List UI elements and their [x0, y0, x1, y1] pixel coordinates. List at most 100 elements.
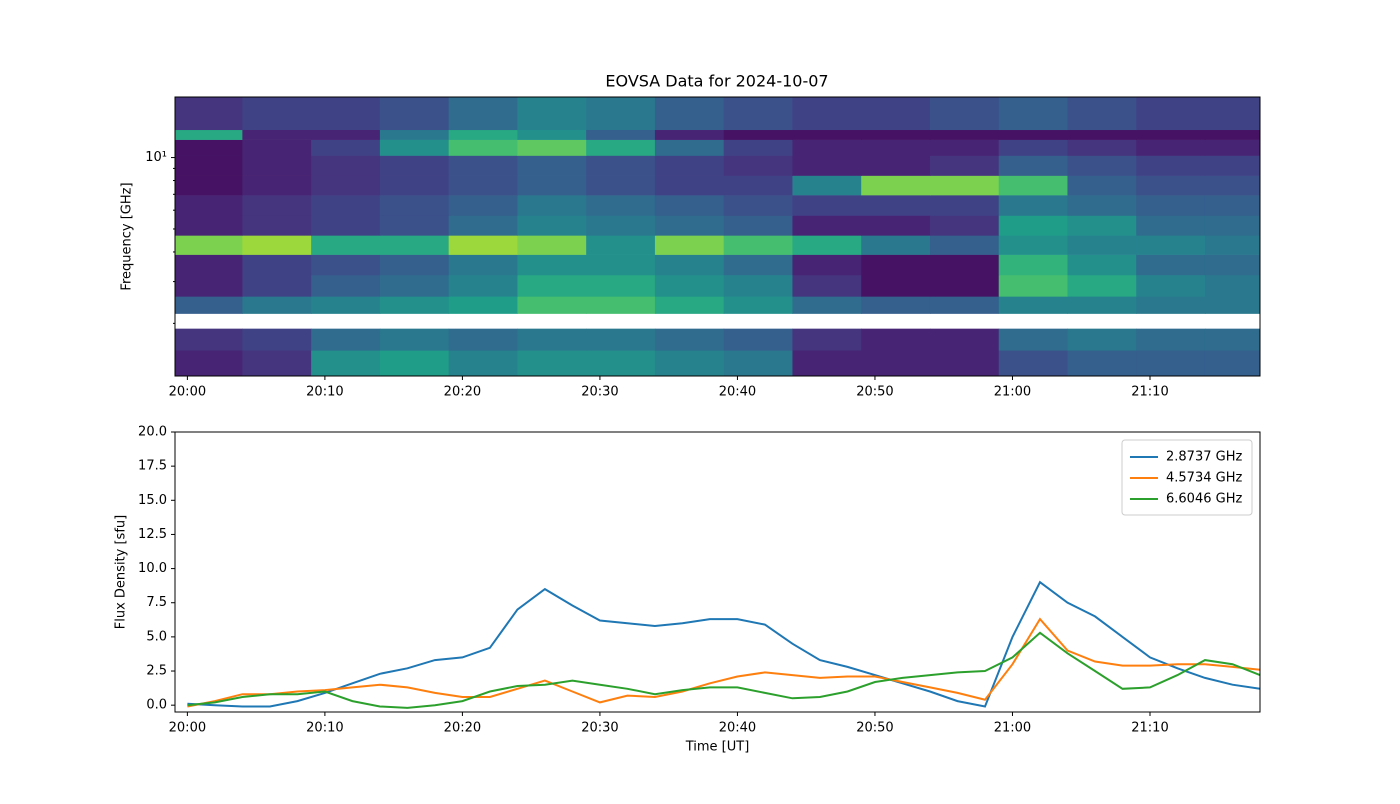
heatmap-cell — [792, 296, 862, 314]
heatmap-cell — [517, 97, 587, 131]
heatmap-cell — [311, 235, 381, 255]
heatmap-cell — [517, 235, 587, 255]
heatmap-cell — [448, 235, 518, 255]
heatmap-cell — [998, 235, 1068, 255]
heatmap-cell — [861, 274, 931, 297]
heatmap-cell — [723, 139, 793, 156]
heatmap-cell — [448, 129, 518, 140]
heatmap-cell — [998, 97, 1068, 131]
heatmap-cell — [586, 328, 656, 351]
heatmap-cell — [175, 195, 243, 216]
heatmap-cell — [861, 235, 931, 255]
heatmap-cell — [1136, 97, 1206, 131]
heatmap-cell — [448, 215, 518, 236]
heatmap-cell — [448, 97, 518, 131]
heatmap-cell — [379, 235, 450, 255]
heatmap-cell — [792, 195, 862, 216]
heatmap-cell — [723, 254, 793, 276]
heatmap-cell — [723, 97, 793, 131]
heatmap-cell — [1067, 175, 1137, 196]
heatmap-cell — [723, 296, 793, 314]
x-tick-label: 20:10 — [306, 721, 343, 736]
heatmap-cell — [998, 175, 1068, 196]
legend-label: 4.5734 GHz — [1166, 471, 1242, 486]
heatmap-cell — [448, 175, 518, 196]
heatmap-cell — [1204, 328, 1260, 351]
heatmap-cell — [792, 175, 862, 196]
heatmap-cell — [654, 296, 725, 314]
heatmap-cell — [586, 139, 656, 156]
heatmap-cell — [1204, 139, 1260, 156]
heatmap-cell — [175, 274, 243, 297]
heatmap-cell — [1136, 296, 1206, 314]
heatmap-cell — [792, 254, 862, 276]
heatmap-cell — [1204, 350, 1260, 376]
heatmap-cell — [517, 139, 587, 156]
x-tick-label: 20:10 — [306, 385, 343, 400]
heatmap-cell — [1067, 350, 1137, 376]
heatmap-cell — [998, 328, 1068, 351]
heatmap-cell — [861, 254, 931, 276]
heatmap-cell — [517, 215, 587, 236]
heatmap-cell — [1067, 328, 1137, 351]
heatmap-cell — [311, 274, 381, 297]
heatmap-cell — [1067, 129, 1137, 140]
heatmap-cell — [654, 155, 725, 176]
heatmap-cell — [1136, 350, 1206, 376]
y-tick-label: 20.0 — [138, 425, 167, 440]
legend-label: 2.8737 GHz — [1166, 450, 1242, 465]
heatmap-cell — [517, 274, 587, 297]
legend-label: 6.6046 GHz — [1166, 492, 1242, 507]
heatmap-cell — [1136, 328, 1206, 351]
heatmap-cell — [1067, 97, 1137, 131]
heatmap-cell — [242, 215, 312, 236]
heatmap-cell — [929, 97, 1000, 131]
heatmap-cell — [175, 139, 243, 156]
heatmap-cell — [311, 350, 381, 376]
heatmap-cell — [1067, 155, 1137, 176]
heatmap-cell — [654, 195, 725, 216]
heatmap-cell — [929, 195, 1000, 216]
heatmap-cell — [792, 215, 862, 236]
x-tick-label: 20:20 — [444, 721, 481, 736]
y-axis-label: Frequency [GHz] — [120, 182, 135, 290]
heatmap-cell — [586, 350, 656, 376]
y-tick-label: 5.0 — [146, 629, 167, 644]
heatmap-cell — [586, 97, 656, 131]
heatmap-cell — [242, 296, 312, 314]
heatmap-cell — [792, 350, 862, 376]
heatmap-cell — [586, 296, 656, 314]
heatmap-cell — [1067, 139, 1137, 156]
heatmap-cell — [311, 215, 381, 236]
series-line — [187, 580, 1260, 708]
heatmap-cell — [448, 328, 518, 351]
heatmap-cell — [723, 155, 793, 176]
heatmap-cell — [379, 155, 450, 176]
x-tick-label: 20:50 — [856, 385, 893, 400]
heatmap-cell — [861, 350, 931, 376]
heatmap-cell — [1136, 235, 1206, 255]
x-tick-label: 21:10 — [1131, 721, 1168, 736]
heatmap-cell — [175, 350, 243, 376]
heatmap-cell — [998, 139, 1068, 156]
heatmap-cell — [929, 328, 1000, 351]
heatmap-cell — [1067, 296, 1137, 314]
heatmap-cell — [723, 350, 793, 376]
heatmap-area — [175, 97, 1260, 376]
y-tick-label: 0.0 — [146, 698, 167, 713]
heatmap-cell — [792, 155, 862, 176]
heatmap-cell — [654, 175, 725, 196]
heatmap-cell — [1067, 274, 1137, 297]
heatmap-cell — [1067, 235, 1137, 255]
heatmap-cell — [242, 274, 312, 297]
heatmap-cell — [311, 328, 381, 351]
heatmap-cell — [175, 254, 243, 276]
heatmap-cell — [723, 328, 793, 351]
heatmap-cell — [175, 97, 243, 131]
heatmap-cell — [861, 155, 931, 176]
heatmap-cell — [1067, 254, 1137, 276]
heatmap-cell — [1204, 195, 1260, 216]
heatmap-cell — [861, 97, 931, 131]
heatmap-cell — [929, 129, 1000, 140]
heatmap-cell — [379, 195, 450, 216]
